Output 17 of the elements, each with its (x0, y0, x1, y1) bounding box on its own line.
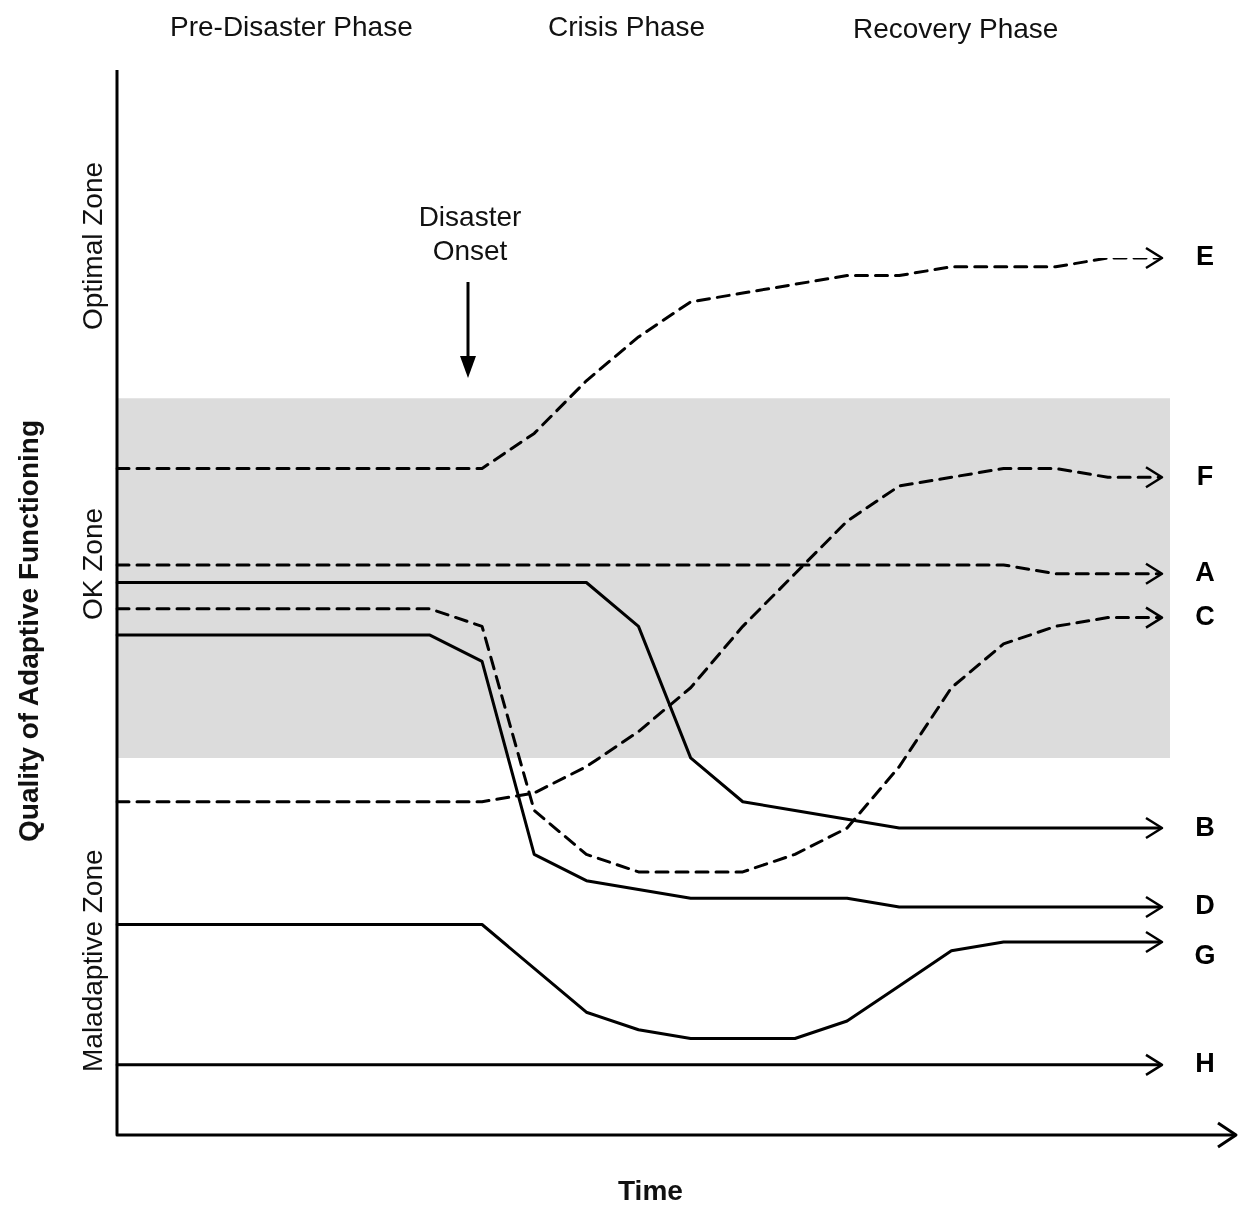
series-label: F (1196, 460, 1214, 491)
series-label: H (1195, 1048, 1215, 1079)
text: Crisis Phase (548, 10, 706, 44)
y-axis-title: Quality of Adaptive Functioning (12, 419, 45, 842)
series-label: A (1195, 557, 1215, 588)
text: OK Zone (76, 507, 109, 620)
series-label: G (1194, 939, 1216, 970)
series-label: E (1195, 241, 1215, 272)
x-axis-title: Time (618, 1174, 683, 1206)
series-label: B (1195, 811, 1215, 842)
series-label: D (1195, 890, 1215, 921)
annotation: Disaster Onset (417, 200, 523, 268)
series-label: C (1195, 601, 1215, 632)
text: Pre-Disaster Phase (170, 10, 413, 44)
text: Optimal Zone (76, 161, 109, 330)
text: Maladaptive Zone (76, 849, 109, 1072)
text: Recovery Phase (853, 12, 1059, 46)
